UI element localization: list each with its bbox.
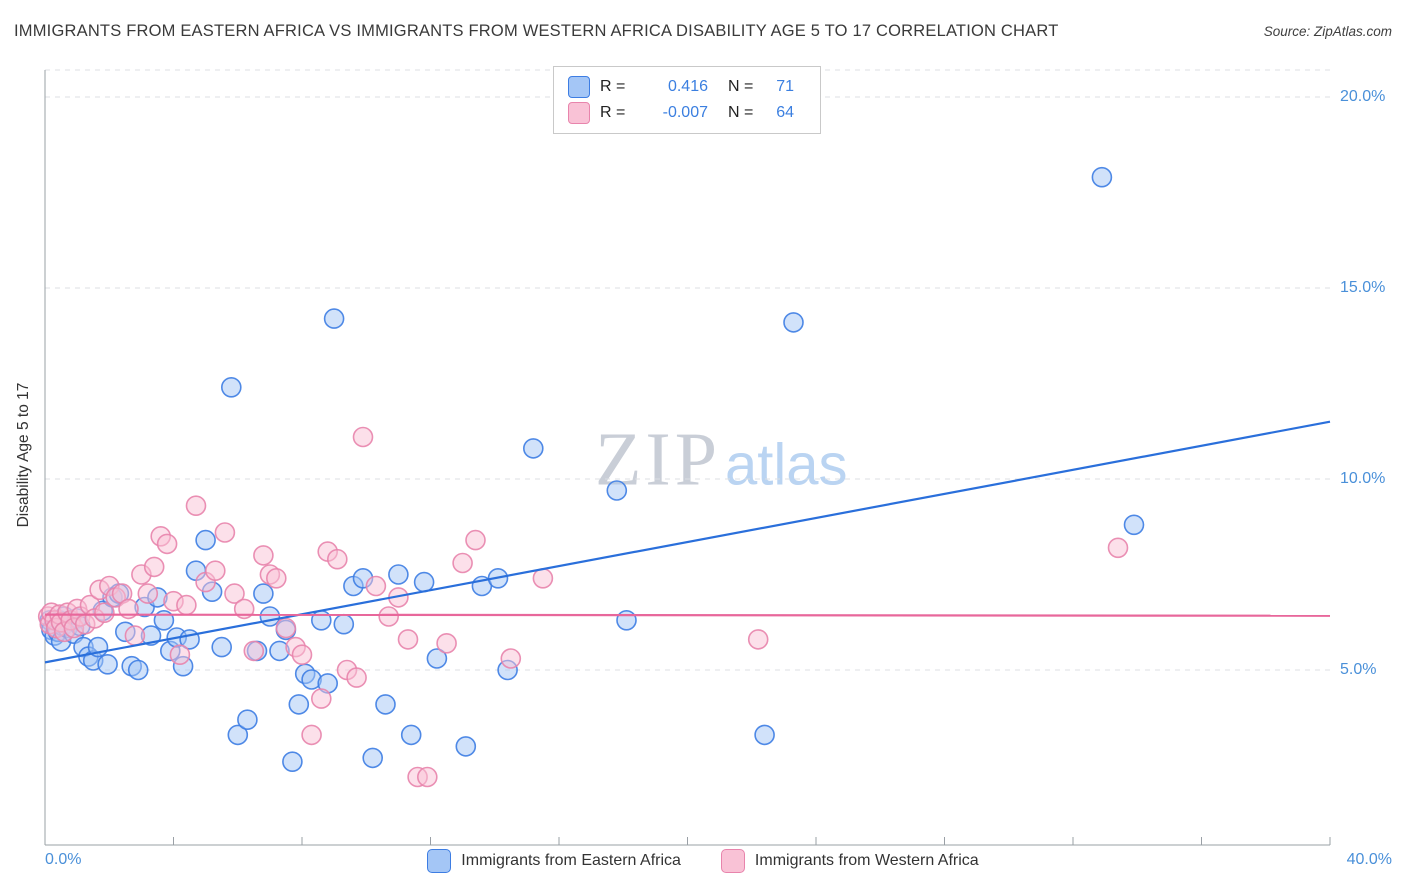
scatter-point-eastern-africa (195, 529, 216, 551)
scatter-point-western-africa (169, 644, 191, 666)
y-tick-label-5: 5.0% (1340, 661, 1377, 678)
r-label: R = (600, 104, 626, 121)
scatter-point-eastern-africa (616, 609, 637, 631)
scatter-point-eastern-africa (400, 724, 422, 746)
scatter-point-western-africa (452, 552, 473, 574)
scatter-point-eastern-africa (221, 376, 242, 398)
scatter-point-eastern-africa (606, 480, 628, 501)
scatter-point-western-africa (94, 602, 115, 624)
scatter-point-western-africa (275, 617, 297, 639)
scatter-point-western-africa (532, 567, 554, 589)
stats-row-western: R = -0.007 N = 64 (568, 100, 806, 126)
western-africa-legend-swatch (720, 849, 745, 873)
scatter-point-western-africa (747, 629, 769, 650)
scatter-point-western-africa (378, 606, 400, 627)
y-tick-label-10: 10.0% (1340, 470, 1386, 487)
scatter-point-western-africa (143, 556, 165, 578)
x-axis-max-label: 40.0% (1346, 851, 1392, 868)
scatter-point-eastern-africa (426, 648, 448, 669)
scatter-point-eastern-africa (253, 583, 274, 604)
scatter-point-eastern-africa (388, 564, 409, 585)
scatter-point-western-africa (352, 426, 374, 448)
scatter-point-western-africa (291, 644, 313, 666)
n-value: 64 (776, 104, 794, 121)
r-value: 0.416 (667, 78, 708, 95)
scatter-point-eastern-africa (227, 724, 249, 746)
scatter-point-western-africa (500, 648, 522, 669)
bottom-legend: Immigrants from Eastern Africa Immigrant… (0, 849, 1406, 873)
scatter-point-eastern-africa (362, 747, 384, 769)
n-label: N = (728, 78, 754, 95)
western-africa-swatch (568, 102, 590, 124)
trend-line-western-africa (44, 613, 1331, 617)
scatter-point-western-africa (233, 598, 255, 620)
stats-legend: R = 0.416 N = 71 R = -0.007 N = 64 (553, 66, 821, 134)
scatter-point-western-africa (214, 522, 236, 543)
scatter-point-western-africa (465, 529, 486, 551)
legend-label-eastern-africa: Immigrants from Eastern Africa (461, 852, 681, 869)
scatter-point-western-africa (137, 583, 159, 604)
eastern-africa-legend-swatch (427, 849, 452, 873)
scatter-point-western-africa (326, 548, 348, 570)
scatter-point-western-africa (365, 575, 387, 597)
scatter-point-western-africa (205, 560, 226, 582)
scatter-point-western-africa (265, 567, 287, 589)
page-title: IMMIGRANTS FROM EASTERN AFRICA VS IMMIGR… (14, 22, 1059, 40)
scatter-point-eastern-africa (259, 606, 281, 627)
legend-item-western-africa: Immigrants from Western Africa (720, 849, 979, 873)
scatter-point-eastern-africa (754, 724, 775, 746)
trend-line-eastern-africa (44, 420, 1331, 664)
scatter-point-eastern-africa (282, 751, 303, 773)
source-label: Source: ZipAtlas.com (1263, 24, 1392, 39)
scatter-point-eastern-africa (1123, 514, 1145, 536)
scatter-point-eastern-africa (455, 736, 477, 757)
scatter-point-eastern-africa (333, 613, 355, 635)
scatter-point-western-africa (124, 625, 146, 646)
scatter-point-western-africa (346, 667, 367, 688)
n-label: N = (728, 104, 754, 121)
watermark-atlas: atlas (725, 432, 848, 498)
legend-item-eastern-africa: Immigrants from Eastern Africa (427, 849, 681, 873)
scatter-point-eastern-africa (310, 609, 332, 631)
n-value: 71 (776, 78, 794, 95)
scatter-point-eastern-africa (1091, 166, 1113, 188)
scatter-point-eastern-africa (97, 653, 118, 675)
scatter-point-western-africa (156, 533, 178, 555)
scatter-point-western-africa (436, 632, 457, 654)
scatter-point-western-africa (243, 640, 265, 662)
scatter-point-western-africa (185, 495, 207, 517)
scatter-point-eastern-africa (288, 694, 310, 715)
scatter-point-western-africa (397, 629, 419, 650)
scatter-point-western-africa (176, 594, 197, 616)
scatter-point-western-africa (1107, 537, 1129, 559)
scatter-point-eastern-africa (237, 709, 258, 731)
scatter-point-western-africa (416, 766, 438, 788)
y-tick-label-15: 15.0% (1340, 279, 1386, 296)
scatter-point-eastern-africa (211, 636, 232, 658)
r-label: R = (600, 78, 626, 95)
x-axis-min-label: 0.0% (45, 851, 82, 868)
stats-row-eastern: R = 0.416 N = 71 (568, 74, 806, 100)
scatter-point-western-africa (253, 545, 274, 566)
scatter-point-eastern-africa (127, 659, 149, 681)
legend-label-western-africa: Immigrants from Western Africa (754, 852, 979, 869)
scatter-point-eastern-africa (375, 694, 396, 715)
r-value: -0.007 (662, 104, 708, 121)
scatter-point-western-africa (310, 688, 332, 709)
scatter-point-western-africa (301, 724, 322, 746)
eastern-africa-swatch (568, 76, 590, 98)
scatter-point-western-africa (224, 583, 245, 604)
scatter-point-eastern-africa (522, 438, 544, 459)
scatter-point-eastern-africa (323, 308, 345, 329)
y-axis-title: Disability Age 5 to 17 (15, 382, 32, 528)
scatter-point-eastern-africa (413, 571, 435, 593)
scatter-point-eastern-africa (783, 312, 804, 333)
y-tick-label-20: 20.0% (1340, 88, 1386, 105)
